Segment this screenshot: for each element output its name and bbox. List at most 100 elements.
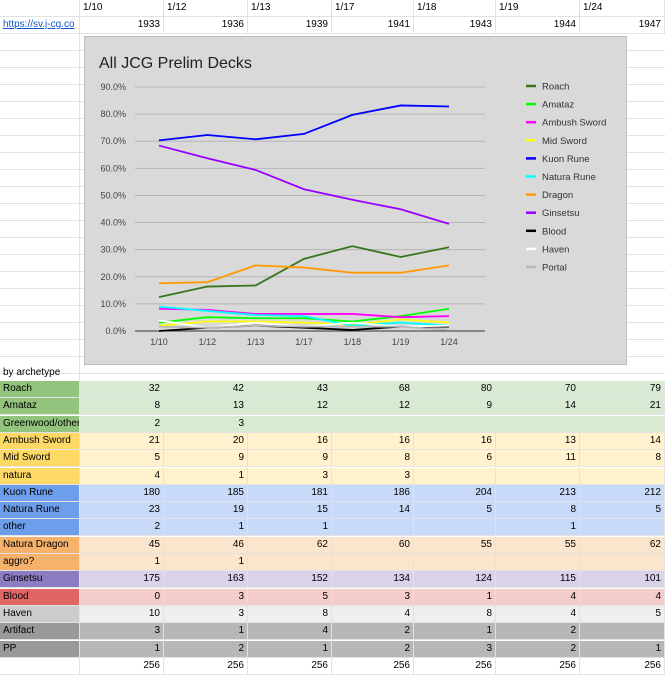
date-header-cell[interactable]: 1/24 [580,0,665,16]
value-cell[interactable] [414,554,496,570]
value-cell[interactable]: 10 [80,605,164,622]
value-cell[interactable]: 1 [164,554,248,570]
value-cell[interactable]: 1 [164,623,248,640]
value-cell[interactable]: 11 [496,450,580,467]
value-cell[interactable]: 15 [248,502,332,519]
empty-cell[interactable] [0,323,80,339]
value-cell[interactable]: 5 [580,605,665,622]
total-top-cell[interactable]: 1944 [496,17,580,33]
value-cell[interactable] [580,554,665,570]
value-cell[interactable]: 16 [414,432,496,449]
value-cell[interactable]: 79 [580,381,665,397]
value-cell[interactable]: 1 [164,467,248,484]
value-cell[interactable]: 186 [332,484,414,501]
value-cell[interactable]: 1 [164,519,248,536]
empty-cell[interactable] [0,85,80,101]
value-cell[interactable]: 45 [80,536,164,553]
archetype-label[interactable]: Natura Dragon [0,536,80,553]
corner-cell[interactable] [0,0,80,16]
archetype-label[interactable]: Roach [0,381,80,397]
empty-cell[interactable] [0,340,80,356]
value-cell[interactable]: 46 [164,536,248,553]
total-bottom-cell[interactable]: 256 [414,658,496,674]
archetype-label[interactable]: Haven [0,605,80,622]
value-cell[interactable] [580,623,665,640]
value-cell[interactable]: 23 [80,502,164,519]
value-cell[interactable]: 3 [164,415,248,432]
archetype-label[interactable]: Ambush Sword [0,432,80,449]
value-cell[interactable]: 14 [332,502,414,519]
archetype-label[interactable]: Natura Rune [0,502,80,519]
value-cell[interactable]: 9 [414,398,496,415]
date-header-cell[interactable]: 1/19 [496,0,580,16]
value-cell[interactable] [248,415,332,432]
empty-cell[interactable] [0,306,80,322]
value-cell[interactable]: 60 [332,536,414,553]
value-cell[interactable]: 6 [414,450,496,467]
empty-cell[interactable] [0,221,80,237]
value-cell[interactable]: 62 [248,536,332,553]
value-cell[interactable]: 181 [248,484,332,501]
value-cell[interactable]: 1 [80,554,164,570]
archetype-label[interactable]: Blood [0,588,80,605]
value-cell[interactable] [248,554,332,570]
total-bottom-cell[interactable]: 256 [80,658,164,674]
value-cell[interactable]: 14 [580,432,665,449]
value-cell[interactable]: 101 [580,571,665,588]
archetype-label[interactable]: Amataz [0,398,80,415]
value-cell[interactable]: 1 [80,640,164,657]
value-cell[interactable] [496,467,580,484]
value-cell[interactable]: 3 [248,467,332,484]
value-cell[interactable]: 12 [248,398,332,415]
value-cell[interactable]: 8 [80,398,164,415]
empty-cell[interactable] [0,272,80,288]
value-cell[interactable]: 134 [332,571,414,588]
value-cell[interactable]: 12 [332,398,414,415]
value-cell[interactable]: 32 [80,381,164,397]
date-header-cell[interactable]: 1/17 [332,0,414,16]
value-cell[interactable] [332,415,414,432]
value-cell[interactable]: 9 [164,450,248,467]
empty-cell[interactable] [0,153,80,169]
value-cell[interactable]: 180 [80,484,164,501]
value-cell[interactable]: 13 [496,432,580,449]
value-cell[interactable]: 1 [414,623,496,640]
value-cell[interactable]: 8 [332,450,414,467]
value-cell[interactable]: 9 [248,450,332,467]
archetype-label[interactable]: natura [0,467,80,484]
value-cell[interactable]: 4 [580,588,665,605]
section-label[interactable]: by archetype [0,365,80,381]
value-cell[interactable]: 21 [80,432,164,449]
value-cell[interactable]: 152 [248,571,332,588]
archetype-label[interactable]: Artifact [0,623,80,640]
value-cell[interactable]: 16 [248,432,332,449]
archetype-label[interactable]: Ginsetsu [0,571,80,588]
value-cell[interactable]: 213 [496,484,580,501]
archetype-label[interactable]: PP [0,640,80,657]
total-bottom-cell[interactable]: 256 [248,658,332,674]
value-cell[interactable]: 3 [164,605,248,622]
line-chart[interactable]: All JCG Prelim Decks 0.0% 10.0% 20.0% 30.0% 4… [84,36,627,365]
total-top-cell[interactable]: 1941 [332,17,414,33]
value-cell[interactable]: 5 [248,588,332,605]
value-cell[interactable]: 20 [164,432,248,449]
value-cell[interactable] [580,467,665,484]
value-cell[interactable]: 3 [414,640,496,657]
value-cell[interactable]: 68 [332,381,414,397]
value-cell[interactable]: 13 [164,398,248,415]
value-cell[interactable] [580,519,665,536]
empty-cell[interactable] [0,238,80,254]
value-cell[interactable]: 5 [80,450,164,467]
value-cell[interactable]: 14 [496,398,580,415]
value-cell[interactable]: 8 [580,450,665,467]
value-cell[interactable]: 175 [80,571,164,588]
date-header-cell[interactable]: 1/10 [80,0,164,16]
value-cell[interactable]: 5 [414,502,496,519]
value-cell[interactable] [580,415,665,432]
archetype-label[interactable]: aggro? [0,554,80,570]
value-cell[interactable] [414,467,496,484]
value-cell[interactable]: 2 [80,415,164,432]
value-cell[interactable]: 4 [332,605,414,622]
value-cell[interactable]: 42 [164,381,248,397]
value-cell[interactable]: 163 [164,571,248,588]
